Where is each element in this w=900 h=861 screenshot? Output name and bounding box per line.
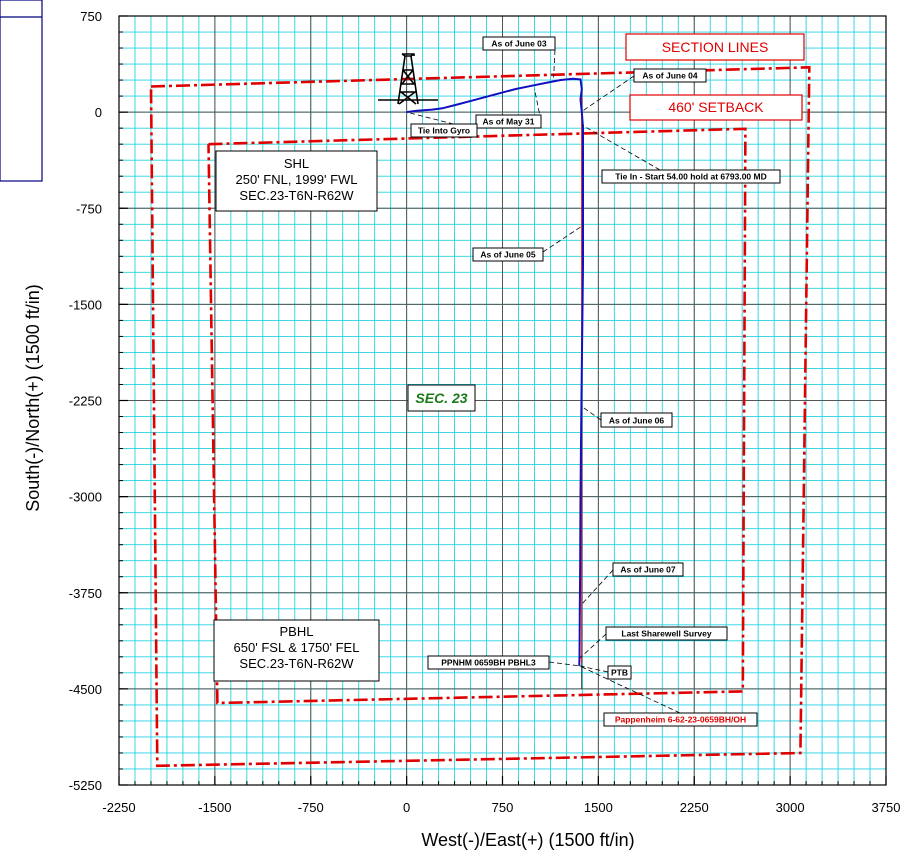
y-tick-label: -3000: [69, 490, 102, 505]
annotation-label: As of May 31: [483, 117, 535, 127]
annotation-label: Tie In - Start 54.00 hold at 6793.00 MD: [615, 172, 766, 182]
setback-label-box: [629, 94, 803, 121]
annotation-label: As of June 06: [609, 416, 665, 426]
x-axis-title: West(-)/East(+) (1500 ft/in): [421, 830, 634, 850]
legend-frame: [0, 0, 43, 182]
y-tick-label: 750: [80, 9, 102, 24]
annotation-leader: [579, 665, 681, 714]
annotation-box: [607, 665, 632, 680]
x-tick-label: -750: [298, 800, 324, 815]
x-tick-label: 750: [492, 800, 514, 815]
annotations-layer: As of June 03 As of June 04 As of May 31 Ti…: [406, 36, 781, 727]
y-tick-label: -1500: [69, 297, 102, 312]
annotation-leader: [553, 49, 556, 78]
annotation-box: [475, 114, 542, 129]
annotation-label: Tie Into Gyro: [418, 126, 470, 136]
shl-label: SEC.23-T6N-R62W: [239, 188, 354, 203]
annotation-label: As of June 05: [480, 250, 536, 260]
wellpath-layer: [406, 77, 584, 689]
x-tick-label: 2250: [680, 800, 709, 815]
axes-layer: -2250 -1500 -750 0 750 1500 2250 3000 3750 750 0 -7…: [69, 9, 900, 815]
annotation-box: [612, 562, 684, 577]
section-lines-label: SECTION LINES: [662, 39, 769, 55]
section-lines-label-box: [625, 33, 805, 61]
x-tick-label: 3750: [872, 800, 900, 815]
annotation-box: [600, 412, 673, 428]
annotation-box: [410, 123, 478, 138]
annotation-label: PTB: [611, 668, 628, 678]
annotation-box: [482, 36, 556, 51]
shl-box: [215, 150, 378, 212]
y-tick-label: -5250: [69, 778, 102, 793]
pbhl-label: SEC.23-T6N-R62W: [239, 656, 354, 671]
annotation-box: [601, 169, 781, 184]
annotation-leader: [579, 633, 607, 659]
annotation-leader: [581, 124, 661, 171]
y-tick-label: -2250: [69, 394, 102, 409]
setback-label: 460' SETBACK: [668, 99, 764, 115]
annotation-label: Last Sharewell Survey: [621, 629, 712, 639]
pbhl-label: PBHL: [280, 624, 314, 639]
pbhl-label: 650' FSL & 1750' FEL: [234, 640, 360, 655]
x-tick-label: 1500: [584, 800, 613, 815]
annotation-label: PPNHM 0659BH PBHL3: [441, 658, 536, 668]
annotation-box: [427, 655, 550, 670]
pbhl-box: [213, 619, 380, 682]
annotation-leader: [580, 569, 614, 606]
section-lines-layer: [149, 65, 811, 768]
setback-line: [207, 127, 747, 705]
sec-label-box: [407, 384, 476, 412]
annotation-leader: [548, 661, 580, 667]
section-line: [149, 65, 811, 768]
annotation-box: [605, 626, 728, 641]
wellpath-line: [406, 77, 584, 666]
y-tick-label: -750: [76, 201, 102, 216]
shl-label: SHL: [284, 156, 309, 171]
y-tick-label: -4500: [69, 682, 102, 697]
annotation-box: [603, 712, 758, 727]
annotation-box: [633, 68, 707, 83]
shl-label: 250' FNL, 1999' FWL: [235, 172, 357, 187]
sec-label: SEC. 23: [415, 390, 467, 406]
annotation-leader: [542, 224, 584, 253]
x-tick-label: -2250: [102, 800, 135, 815]
annotation-label: As of June 07: [620, 565, 676, 575]
annotation-leader: [534, 88, 542, 122]
x-tick-label: -1500: [198, 800, 231, 815]
annotation-box: [472, 247, 544, 262]
y-tick-label: 0: [95, 105, 102, 120]
annotation-leader: [579, 665, 609, 673]
annotation-leader: [581, 75, 635, 112]
y-tick-label: -3750: [69, 586, 102, 601]
annotation-label: As of June 03: [491, 39, 547, 49]
x-tick-label: 0: [403, 800, 410, 815]
annotation-label: As of June 04: [642, 71, 698, 81]
y-axis-title: South(-)/North(+) (1500 ft/in): [23, 284, 43, 512]
annotation-label: Pappenheim 6-62-23-0659BH/OH: [615, 715, 746, 725]
rig-icon: [378, 53, 438, 105]
annotation-leader: [582, 406, 602, 421]
x-tick-label: 3000: [776, 800, 805, 815]
